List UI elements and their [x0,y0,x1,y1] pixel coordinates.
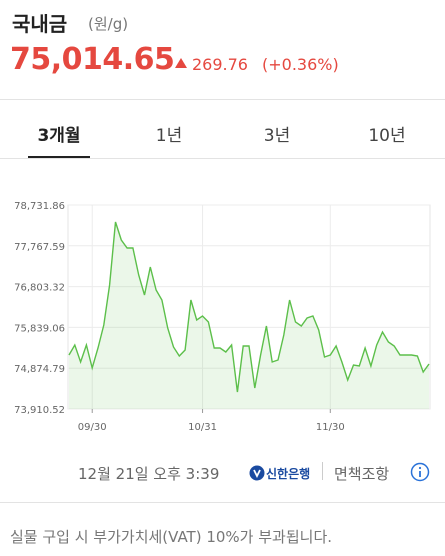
tab-bar-line [0,158,445,159]
info-icon[interactable] [410,462,430,482]
y-tick-label: 73,910.52 [14,405,65,416]
y-tick-label: 74,874.79 [14,364,65,375]
bank-name: 신한은행 [266,467,311,481]
timestamp: 12월 21일 오후 3:39 [78,465,220,483]
y-tick-label: 78,731.86 [14,201,65,212]
price: 75,014.65 [10,42,175,77]
y-tick-label: 75,839.06 [14,323,65,334]
tab[interactable]: 3개월 [37,126,81,146]
x-tick-label: 11/30 [316,422,345,433]
up-arrow [175,58,187,68]
tab[interactable]: 3년 [263,126,291,146]
tab[interactable]: 10년 [368,126,406,146]
notice: 실물 구입 시 부가가치세(VAT) 10%가 부과됩니다. [10,528,333,546]
change: 269.76 [192,55,248,74]
divider [0,502,445,503]
bank-logo [249,465,265,481]
y-tick-label: 76,803.32 [14,283,65,294]
separator [322,462,323,480]
tab[interactable]: 1년 [155,126,183,146]
change-pct: (+0.36%) [262,55,339,74]
area [69,222,429,409]
x-tick-label: 10/31 [188,422,217,433]
plot-area [67,204,431,410]
tab-underline [28,156,90,158]
x-tick-label: 09/30 [78,422,107,433]
divider [0,99,445,100]
line [68,221,430,393]
unit: (원/g) [88,15,129,33]
y-tick-label: 77,767.59 [14,242,65,253]
chart: 73,910.52 74,874.79 75,839.06 76,803.32 77,7… [14,201,431,433]
title: 국내금 [12,12,68,36]
disclaimer-link[interactable]: 면책조항 [334,465,390,483]
